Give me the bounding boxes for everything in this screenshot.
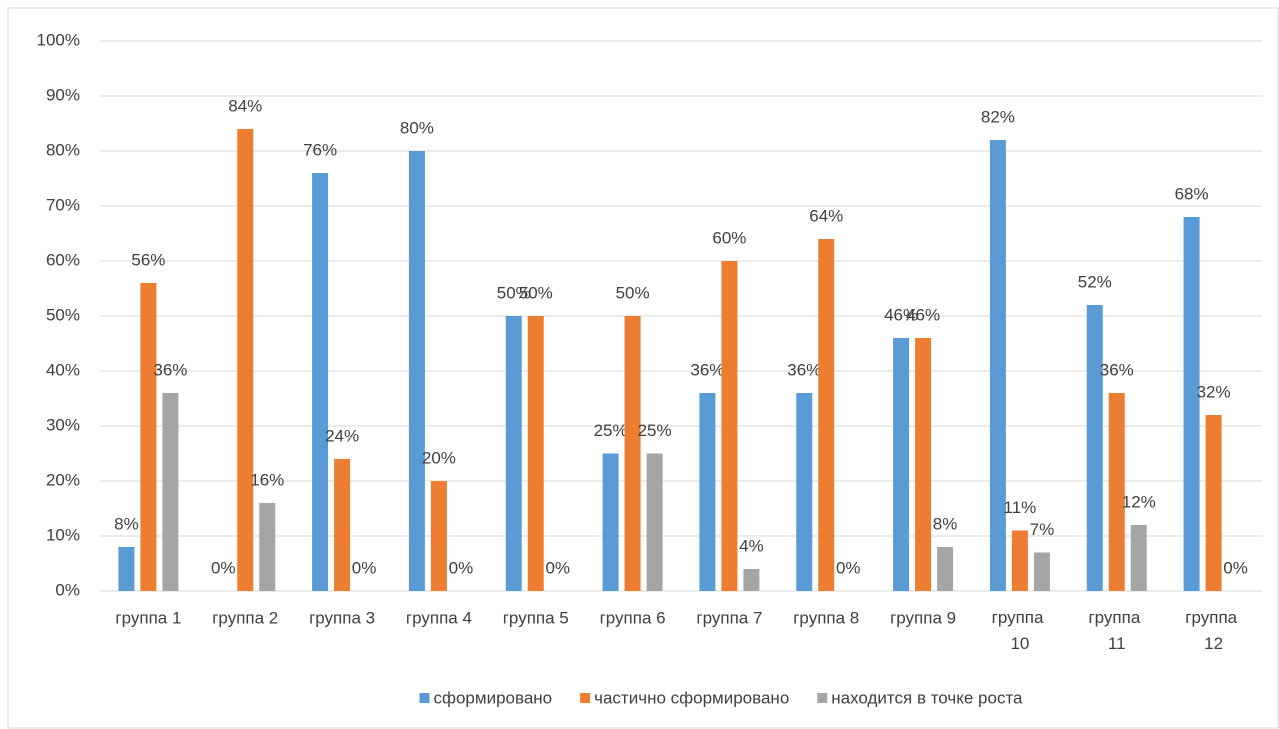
bar bbox=[699, 393, 716, 591]
y-tick-label: 70% bbox=[46, 195, 80, 214]
bar bbox=[646, 453, 663, 591]
bar bbox=[743, 569, 760, 591]
bar bbox=[818, 239, 835, 591]
data-label: 7% bbox=[1030, 520, 1055, 539]
x-tick-label: группа 3 bbox=[309, 608, 375, 627]
x-tick-label: группа 5 bbox=[503, 608, 569, 627]
data-label: 50% bbox=[497, 283, 531, 302]
data-label: 25% bbox=[638, 421, 672, 440]
data-label: 46% bbox=[906, 305, 940, 324]
data-label: 52% bbox=[1078, 272, 1112, 291]
x-tick-label: группа 7 bbox=[696, 608, 762, 627]
x-tick-label: группа 10 bbox=[992, 608, 1049, 653]
data-label: 0% bbox=[449, 558, 474, 577]
data-label: 11% bbox=[1004, 498, 1037, 517]
y-tick-label: 40% bbox=[46, 360, 80, 379]
bar bbox=[1108, 393, 1125, 591]
x-tick-label: группа 9 bbox=[890, 608, 956, 627]
bar bbox=[721, 261, 738, 591]
legend-swatch bbox=[817, 693, 828, 703]
data-label: 36% bbox=[690, 360, 724, 379]
bar bbox=[937, 547, 954, 591]
data-label: 12% bbox=[1122, 492, 1156, 511]
data-label: 36% bbox=[1100, 360, 1134, 379]
legend-label: частично сформировано bbox=[594, 688, 789, 707]
data-label: 16% bbox=[250, 470, 284, 489]
data-label: 20% bbox=[422, 448, 456, 467]
data-label: 25% bbox=[594, 421, 628, 440]
bar bbox=[237, 129, 254, 591]
x-tick-label: группа 8 bbox=[793, 608, 859, 627]
bar bbox=[1086, 305, 1103, 591]
bar bbox=[893, 338, 910, 591]
x-tick-label: группа 4 bbox=[406, 608, 472, 627]
bar bbox=[140, 283, 157, 591]
x-tick-label: группа 1 bbox=[115, 608, 181, 627]
data-label: 36% bbox=[153, 360, 187, 379]
bar bbox=[408, 151, 425, 591]
data-label: 64% bbox=[809, 206, 843, 225]
data-label: 68% bbox=[1175, 184, 1209, 203]
data-label: 56% bbox=[131, 250, 165, 269]
y-tick-label: 50% bbox=[46, 305, 80, 324]
bar bbox=[505, 316, 522, 591]
data-label: 84% bbox=[228, 96, 262, 115]
legend-label: сформировано bbox=[433, 688, 552, 707]
y-tick-label: 10% bbox=[46, 525, 80, 544]
data-label: 32% bbox=[1197, 382, 1231, 401]
bar bbox=[602, 453, 619, 591]
y-tick-label: 60% bbox=[46, 250, 80, 269]
data-label: 0% bbox=[1223, 558, 1248, 577]
y-tick-label: 80% bbox=[46, 140, 80, 159]
bar bbox=[527, 316, 544, 591]
data-label: 24% bbox=[325, 426, 359, 445]
data-label: 50% bbox=[519, 283, 553, 302]
x-tick-label: группа 2 bbox=[212, 608, 278, 627]
y-tick-label: 0% bbox=[55, 580, 80, 599]
data-label: 4% bbox=[739, 536, 764, 555]
data-label: 0% bbox=[545, 558, 570, 577]
data-label: 50% bbox=[616, 283, 650, 302]
bar bbox=[1183, 217, 1200, 591]
bar bbox=[334, 459, 351, 591]
x-tick-label: группа 11 bbox=[1088, 608, 1145, 653]
bar bbox=[162, 393, 179, 591]
y-tick-label: 100% bbox=[37, 30, 80, 49]
legend-label: находится в точке роста bbox=[831, 688, 1023, 707]
bar bbox=[118, 547, 135, 591]
data-label: 8% bbox=[114, 514, 139, 533]
data-label: 0% bbox=[211, 558, 236, 577]
bar bbox=[1033, 552, 1050, 591]
bar bbox=[259, 503, 276, 591]
bar bbox=[1130, 525, 1147, 591]
bar bbox=[312, 173, 329, 591]
y-tick-label: 30% bbox=[46, 415, 80, 434]
data-label: 60% bbox=[712, 228, 746, 247]
data-label: 46% bbox=[884, 305, 918, 324]
y-tick-label: 20% bbox=[46, 470, 80, 489]
data-label: 8% bbox=[933, 514, 958, 533]
bar bbox=[624, 316, 641, 591]
x-tick-label: группа 6 bbox=[600, 608, 666, 627]
y-tick-label: 90% bbox=[46, 85, 80, 104]
data-label: 82% bbox=[981, 107, 1015, 126]
bar bbox=[430, 481, 447, 591]
data-label: 36% bbox=[787, 360, 821, 379]
bar bbox=[1205, 415, 1222, 591]
data-label: 0% bbox=[352, 558, 377, 577]
x-tick-label: группа 12 bbox=[1185, 608, 1242, 653]
bar bbox=[915, 338, 932, 591]
legend-swatch bbox=[580, 693, 591, 703]
data-label: 0% bbox=[836, 558, 861, 577]
data-label: 80% bbox=[400, 118, 434, 137]
legend-swatch bbox=[419, 693, 430, 703]
bar bbox=[1011, 530, 1028, 591]
data-label: 76% bbox=[303, 140, 337, 159]
bar bbox=[989, 140, 1006, 591]
chart-border bbox=[7, 7, 1279, 729]
bar bbox=[796, 393, 813, 591]
